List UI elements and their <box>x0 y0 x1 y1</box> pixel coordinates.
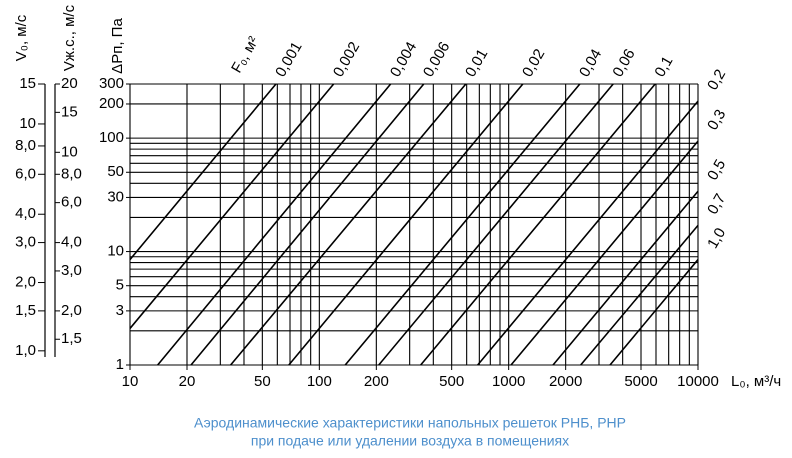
y-tick-label: 50 <box>107 163 124 180</box>
line <box>157 83 392 366</box>
x-tick-label: 100 <box>307 373 332 390</box>
axis-tick-label: 1,5 <box>61 330 82 347</box>
axis-tick-label: 4,0 <box>61 234 82 251</box>
axis-tick-label: 8,0 <box>15 137 36 154</box>
y-tick-label: 3 <box>116 302 124 319</box>
axis-tick-label: 15 <box>61 103 78 120</box>
line <box>510 140 699 366</box>
axis-tick-label: 3,0 <box>61 262 82 279</box>
line <box>609 259 699 366</box>
x-tick-label: 10 <box>122 373 139 390</box>
caption: при подаче или удалении воздуха в помеще… <box>251 433 569 449</box>
axis-tick-label: 15 <box>19 75 36 92</box>
y-tick-label: 200 <box>99 95 124 112</box>
axis-tick-label: 6,0 <box>15 165 36 182</box>
line <box>288 83 524 366</box>
axis-tick-label: 6,0 <box>61 194 82 211</box>
x-tick-label: 200 <box>364 373 389 390</box>
axis-tick-label: 4,0 <box>15 205 36 222</box>
x-tick-label: 20 <box>179 373 196 390</box>
axis-tick-label: 8,0 <box>61 165 82 182</box>
line <box>129 83 335 329</box>
axis-tick-label: 2,0 <box>61 302 82 319</box>
line <box>129 83 277 261</box>
line <box>552 190 699 366</box>
axis-tick-label: 10 <box>19 115 36 132</box>
axis-tick-label: 3,0 <box>15 234 36 251</box>
line <box>580 224 699 366</box>
axis-tick-label: 1,5 <box>15 302 36 319</box>
x-axis-title: L₀, м³/ч <box>731 373 781 390</box>
x-tick-label: 5000 <box>624 373 657 390</box>
y-tick-label: 30 <box>107 188 124 205</box>
axis-tick-label: 2,0 <box>15 273 36 290</box>
x-tick-label: 50 <box>254 373 271 390</box>
line <box>344 83 581 366</box>
axis-title: ΔPп, Па <box>109 18 126 74</box>
line <box>190 83 425 366</box>
y-tick-label: 5 <box>116 277 124 294</box>
x-tick-label: 2000 <box>549 373 582 390</box>
y-tick-label: 10 <box>107 243 124 260</box>
y-tick-label: 300 <box>99 75 124 92</box>
y-tick-label: 100 <box>99 129 124 146</box>
line <box>420 83 656 366</box>
axis-tick-label: 10 <box>61 143 78 160</box>
axis-title: V₀, м/с <box>13 14 30 61</box>
line <box>477 100 699 366</box>
line <box>230 83 467 366</box>
line <box>378 83 614 366</box>
x-tick-label: 1000 <box>492 373 525 390</box>
axis-tick-label: 20 <box>61 75 78 92</box>
caption: Аэродинамические характеристики напольны… <box>194 415 626 431</box>
axis-tick-label: 1,0 <box>15 342 36 359</box>
x-tick-label: 10000 <box>677 373 719 390</box>
y-tick-label: 1 <box>116 356 124 373</box>
axis-title: Vж.с., м/с <box>61 4 78 71</box>
x-tick-label: 500 <box>439 373 464 390</box>
